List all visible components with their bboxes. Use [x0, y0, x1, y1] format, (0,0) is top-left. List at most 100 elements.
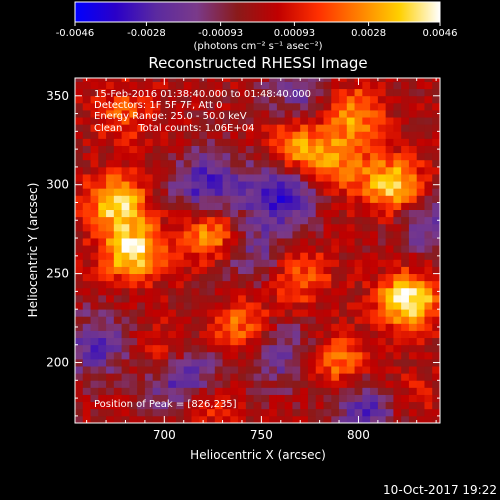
heatmap-cell	[144, 280, 154, 289]
heatmap-cell	[152, 238, 161, 246]
heatmap-cell	[362, 95, 371, 104]
heatmap-cell	[98, 138, 107, 146]
heatmap-cell	[238, 266, 247, 275]
heatmap-cell	[432, 337, 440, 346]
heatmap-cell	[90, 110, 99, 118]
heatmap-cell	[261, 102, 270, 111]
heatmap-cell	[253, 287, 262, 296]
heatmap-cell	[82, 95, 91, 104]
heatmap-cell	[276, 266, 286, 275]
heatmap-cell	[292, 166, 301, 175]
heatmap-cell	[113, 366, 122, 374]
heatmap-cell	[121, 316, 130, 324]
heatmap-cell	[393, 366, 402, 374]
heatmap-cell	[168, 415, 177, 423]
heatmap-cell	[98, 259, 107, 267]
heatmap-cell	[424, 330, 433, 339]
heatmap-cell	[377, 78, 387, 82]
heatmap-cell	[393, 95, 402, 104]
heatmap-cell	[315, 337, 324, 346]
heatmap-cell	[370, 159, 379, 168]
heatmap-cell	[331, 252, 340, 260]
heatmap-cell	[160, 266, 169, 275]
heatmap-cell	[90, 380, 99, 388]
heatmap-cell	[75, 266, 84, 275]
heatmap-cell	[385, 259, 394, 267]
heatmap-cell	[191, 223, 200, 232]
heatmap-cell	[191, 181, 200, 189]
heatmap-cell	[269, 88, 278, 97]
heatmap-cell	[284, 380, 293, 388]
heatmap-cell	[129, 174, 138, 182]
heatmap-cell	[424, 209, 433, 218]
heatmap-cell	[191, 78, 200, 82]
heatmap-cell	[269, 131, 278, 139]
x-tick-label: 700	[153, 428, 176, 442]
heatmap-cell	[175, 351, 185, 360]
heatmap-cell	[191, 351, 200, 360]
heatmap-cell	[276, 344, 286, 353]
heatmap-cell	[261, 145, 270, 154]
heatmap-cell	[424, 266, 433, 275]
x-axis-label: Heliocentric X (arcsec)	[190, 448, 326, 462]
heatmap-cell	[315, 181, 324, 189]
heatmap-cell	[385, 174, 394, 182]
heatmap-cell	[75, 245, 84, 253]
heatmap-cell	[315, 152, 324, 161]
heatmap-cell	[160, 351, 169, 360]
heatmap-cell	[199, 238, 208, 246]
heatmap-cell	[82, 280, 91, 289]
heatmap-cell	[362, 287, 371, 296]
heatmap-cell	[307, 302, 317, 310]
heatmap-cell	[284, 294, 293, 303]
heatmap-cell	[276, 259, 286, 267]
heatmap-cell	[315, 209, 324, 218]
heatmap-cell	[300, 323, 309, 331]
heatmap-cell	[207, 366, 216, 374]
heatmap-cell	[385, 323, 394, 331]
heatmap-cell	[261, 78, 270, 82]
heatmap-cell	[292, 138, 301, 146]
colorbar-ticks: -0.0046 -0.0028 -0.00093 0.00093 0.0028 0.004…	[56, 22, 458, 39]
heatmap-cell	[183, 174, 192, 182]
heatmap-cell	[245, 138, 255, 146]
heatmap-cell	[113, 415, 122, 423]
heatmap-cell	[323, 138, 332, 146]
heatmap-cell	[408, 138, 418, 146]
heatmap-cell	[315, 351, 324, 360]
heatmap-cell	[75, 188, 84, 196]
heatmap-cell	[183, 316, 192, 324]
heatmap-cell	[307, 351, 317, 360]
heatmap-cell	[253, 344, 262, 353]
heatmap-cell	[191, 373, 200, 381]
heatmap-cell	[354, 344, 363, 353]
heatmap-cell	[106, 159, 115, 168]
heatmap-cell	[106, 202, 115, 210]
heatmap-cell	[230, 209, 239, 218]
heatmap-cell	[408, 337, 418, 346]
heatmap-cell	[269, 344, 278, 353]
heatmap-cell	[416, 408, 425, 417]
heatmap-cell	[393, 351, 402, 360]
heatmap-cell	[121, 415, 130, 423]
heatmap-cell	[106, 124, 115, 132]
heatmap-cell	[370, 401, 379, 410]
heatmap-cell	[245, 316, 255, 324]
heatmap-cell	[385, 117, 394, 125]
heatmap-cell	[113, 216, 122, 225]
heatmap-cell	[230, 138, 239, 146]
heatmap-cell	[121, 238, 130, 246]
heatmap-cell	[307, 145, 317, 154]
heatmap-cell	[261, 373, 270, 381]
heatmap-cell	[408, 209, 418, 218]
heatmap-cell	[144, 302, 154, 310]
heatmap-cell	[261, 287, 270, 296]
heatmap-cell	[90, 117, 99, 125]
heatmap-cell	[238, 202, 247, 210]
heatmap-cell	[307, 287, 317, 296]
heatmap-cell	[245, 302, 255, 310]
heatmap-cell	[113, 259, 122, 267]
heatmap-cell	[315, 138, 324, 146]
heatmap-cell	[245, 174, 255, 182]
heatmap-cell	[393, 394, 402, 403]
